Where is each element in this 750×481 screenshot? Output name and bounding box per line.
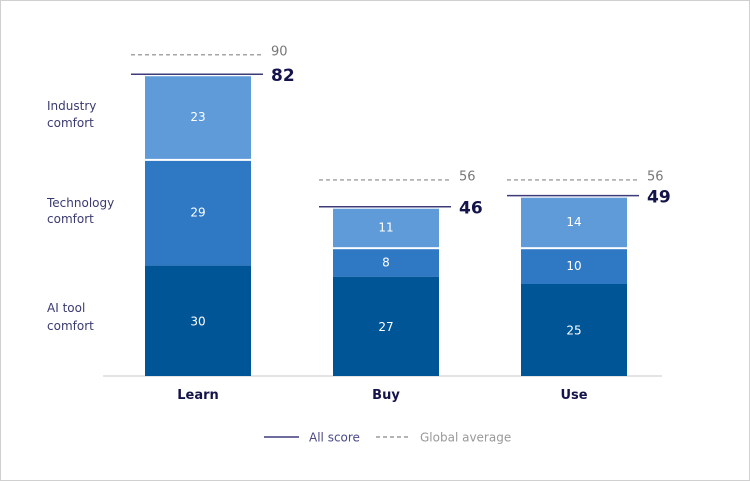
segment-value-label: 11 (378, 220, 393, 234)
bar-segment-use-0 (521, 284, 627, 376)
bar-segment-buy-1 (333, 249, 439, 277)
segment-value-label: 8 (382, 255, 390, 269)
segment-value-label: 14 (566, 215, 581, 229)
global-average-label: 56 (647, 169, 664, 184)
segment-value-label: 30 (190, 314, 205, 328)
segment-value-label: 25 (566, 324, 581, 338)
segment-value-label: 10 (566, 259, 581, 273)
bar-segment-learn-1 (145, 160, 251, 266)
bar-segment-learn-0 (145, 265, 251, 376)
global-average-label: 56 (459, 169, 476, 184)
bar-segment-learn-2 (145, 76, 251, 159)
series-side-label: Technology (46, 196, 114, 210)
global-average-label: 90 (271, 44, 288, 59)
category-label-use: Use (560, 388, 587, 403)
segment-value-label: 23 (190, 110, 205, 124)
series-side-label: comfort (47, 116, 94, 130)
bar-segment-buy-2 (333, 208, 439, 248)
series-side-label: comfort (47, 319, 94, 333)
all-score-label: 46 (459, 199, 483, 219)
bar-segment-use-1 (521, 249, 627, 284)
series-side-label: Industry (47, 99, 96, 113)
all-score-label: 49 (647, 188, 671, 208)
segment-value-label: 29 (190, 206, 205, 220)
legend-all-score-label: All score (309, 431, 360, 445)
bar-segment-buy-0 (333, 276, 439, 376)
bar-segment-use-2 (521, 197, 627, 248)
category-label-learn: Learn (177, 388, 219, 403)
segment-value-label: 27 (378, 320, 393, 334)
series-side-label: comfort (47, 212, 94, 226)
all-score-label: 82 (271, 66, 295, 86)
series-side-label: AI tool (47, 301, 85, 315)
category-label-buy: Buy (372, 388, 400, 403)
legend-global-average-label: Global average (420, 431, 511, 445)
